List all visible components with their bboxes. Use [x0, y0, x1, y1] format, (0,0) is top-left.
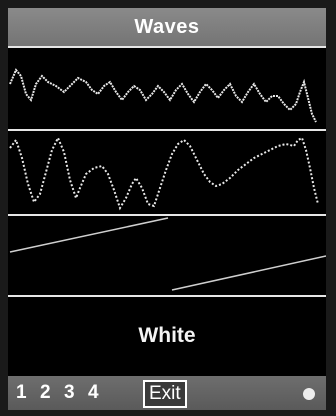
panel-divider-1: [8, 129, 326, 131]
screen-title: Waves: [8, 8, 326, 46]
softkey-1[interactable]: 1: [16, 382, 27, 403]
wave-panel-1: [8, 50, 326, 128]
wave-trace-3: [9, 217, 326, 291]
softkey-bar: 1 2 3 4 Exit: [8, 376, 326, 410]
status-dot-icon: [303, 388, 315, 400]
softkey-2[interactable]: 2: [40, 382, 51, 403]
noise-type-label: White: [138, 324, 196, 347]
panel-divider-2: [8, 214, 326, 216]
panel-divider-3: [8, 295, 326, 297]
title-divider: [8, 46, 326, 48]
wave-trace-1: [9, 68, 317, 123]
softkey-4[interactable]: 4: [88, 382, 99, 403]
exit-button[interactable]: Exit: [143, 380, 187, 408]
softkey-3[interactable]: 3: [64, 382, 75, 403]
waves-screen: Waves White 1 2 3 4 Exit: [8, 8, 326, 410]
wave-panel-3: [8, 216, 326, 294]
wave-trace-2: [9, 135, 319, 211]
wave-panel-2: [8, 132, 326, 212]
